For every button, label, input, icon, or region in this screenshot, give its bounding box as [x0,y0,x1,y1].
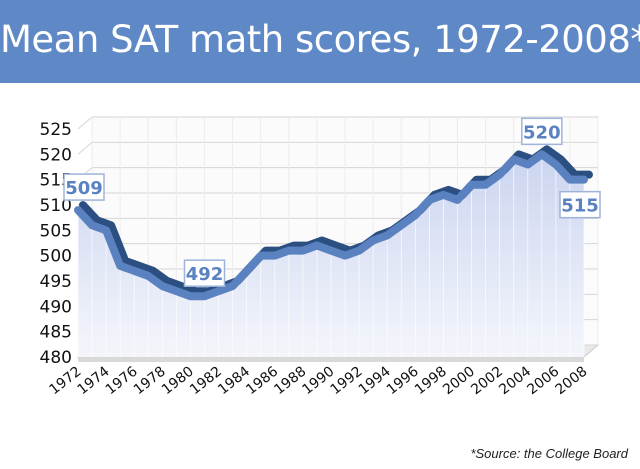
data-point [525,162,530,167]
data-point [118,263,123,268]
data-point [357,248,362,253]
y-tick-label: 480 [40,348,72,368]
data-label: 515 [561,196,599,217]
y-tick-label: 500 [40,247,72,267]
y-tick-label: 505 [40,221,72,241]
data-point [132,268,137,273]
x-tick-label: 2006 [524,363,562,398]
data-point [441,192,446,197]
x-tick-label: 1980 [159,364,197,399]
x-tick-label: 1986 [243,363,281,398]
plot-floor-edge [78,357,584,362]
data-point [104,228,109,233]
data-point [427,197,432,202]
data-point [286,248,291,253]
data-label: 492 [186,264,224,285]
y-tick-label: 490 [40,297,72,317]
data-point [469,182,474,187]
data-label: 509 [65,178,103,199]
data-point [244,268,249,273]
x-tick-label: 1976 [103,363,141,398]
callout-box [559,190,601,219]
y-tick-label: 525 [40,120,72,140]
callout-box [521,117,563,146]
data-point [146,273,151,278]
data-point [90,223,95,228]
data-point [539,152,544,157]
title-banner: Mean SAT math scores, 1972-2008* [0,0,640,83]
data-point [511,157,516,162]
data-point [272,253,277,258]
x-tick-label: 1994 [356,363,394,398]
x-tick-label: 2000 [440,364,478,399]
y-tick-label: 520 [40,145,72,165]
data-point [343,253,348,258]
data-point [258,253,263,258]
x-tick-label: 1996 [384,363,422,398]
data-point [553,162,558,167]
source-note: *Source: the College Board [470,446,628,461]
x-tick-label: 2002 [468,364,506,399]
data-point [371,238,376,243]
data-point [497,172,502,177]
x-tick-label: 1972 [47,364,85,399]
data-label: 520 [523,122,561,143]
data-point [329,248,333,253]
data-point [582,177,586,182]
y-tick-label: 510 [40,196,72,216]
data-point [216,289,221,294]
data-point [455,197,460,202]
chart-title: Mean SAT math scores, 1972-2008* [0,18,640,61]
x-tick-label: 1978 [131,364,169,399]
data-point [174,289,179,294]
x-tick-label: 1988 [271,364,309,399]
x-tick-label: 1992 [328,364,366,399]
x-tick-label: 2004 [496,363,534,398]
data-point [160,284,165,289]
callout-box [183,259,226,287]
data-point [314,243,319,248]
x-tick-label: 1998 [412,364,450,399]
data-point [230,284,235,289]
data-point [188,294,193,299]
callout-box [63,173,105,201]
x-tick-label: 1990 [300,364,338,399]
data-point [413,213,418,218]
x-tick-label: 1984 [215,363,253,398]
data-point [567,177,572,182]
x-tick-label: 1974 [75,363,113,398]
data-point [399,223,404,228]
y-tick-label: 495 [40,272,72,292]
data-point [483,182,488,187]
data-point [76,208,80,213]
y-tick-label: 485 [40,323,72,343]
data-point [202,294,207,299]
data-point [385,233,390,238]
x-tick-label: 2008 [553,364,591,399]
x-tick-label: 1982 [187,364,225,399]
data-point [300,248,305,253]
